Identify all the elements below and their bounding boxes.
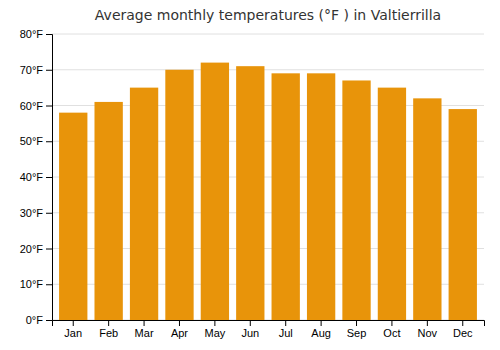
grid [52, 34, 484, 320]
y-tick-mark [46, 141, 52, 142]
x-tick-mark [73, 320, 74, 326]
grid-line [52, 69, 484, 70]
x-tick: Dec [453, 320, 473, 339]
y-tick-label: 10°F [20, 278, 44, 290]
x-tick: Apr [171, 320, 188, 339]
y-tick-mark [46, 34, 52, 35]
x-tick-label: May [204, 327, 225, 339]
bar [272, 73, 300, 320]
x-tick: Mar [135, 320, 154, 339]
bar [449, 109, 477, 320]
x-tick: Oct [383, 320, 400, 339]
y-tick-label: 30°F [20, 207, 44, 219]
x-tick: Nov [418, 320, 438, 339]
y-tick-mark [46, 106, 52, 107]
x-tick: Jan [64, 320, 82, 339]
y-tick: 10°F [20, 278, 52, 290]
y-tick-label: 40°F [20, 171, 44, 183]
x-tick: Jun [241, 320, 259, 339]
bar [130, 88, 158, 320]
bar [342, 80, 370, 320]
x-tick-mark [179, 320, 180, 326]
y-tick-label: 50°F [20, 135, 44, 147]
y-tick-label: 60°F [20, 100, 44, 112]
x-tick-label: Apr [171, 327, 188, 339]
x-tick-mark [462, 320, 463, 326]
y-tick: 40°F [20, 171, 52, 183]
chart: Average monthly temperatures (°F ) in Va… [0, 0, 500, 350]
y-tick-label: 20°F [20, 243, 44, 255]
y-tick-mark [46, 249, 52, 250]
bar [236, 66, 264, 320]
y-axis: 0°F 10°F 20°F 30°F 40°F 50°F 60°F 70°F 80°F [20, 28, 53, 326]
x-tick-mark [285, 320, 286, 326]
y-tick-mark [46, 284, 52, 285]
bar [165, 70, 193, 320]
bar [201, 63, 229, 320]
y-tick: 60°F [20, 100, 52, 112]
y-tick: 0°F [26, 314, 52, 326]
bar [378, 88, 406, 320]
title: Average monthly temperatures (°F ) in Va… [95, 7, 441, 23]
x-tick: Sep [347, 320, 367, 339]
x-tick-label: Nov [418, 327, 438, 339]
bar [307, 73, 335, 320]
y-tick-label: 70°F [20, 64, 44, 76]
y-tick-mark [46, 320, 52, 321]
x-tick: Aug [311, 320, 331, 339]
y-tick: 20°F [20, 243, 52, 255]
y-tick-mark [46, 213, 52, 214]
x-tick-mark [214, 320, 215, 326]
x-tick-mark [356, 320, 357, 326]
x-tick: May [204, 320, 225, 339]
x-tick-label: Jan [64, 327, 82, 339]
x-tick-label: Jul [279, 327, 293, 339]
x-tick-label: Mar [135, 327, 154, 339]
x-tick-mark [144, 320, 145, 326]
grid-line [52, 34, 484, 35]
y-tick: 80°F [20, 28, 52, 40]
bar [413, 98, 441, 320]
x-tick-label: Sep [347, 327, 367, 339]
y-tick: 30°F [20, 207, 52, 219]
x-tick-mark [108, 320, 109, 326]
bar [59, 113, 87, 320]
x-tick-mark [250, 320, 251, 326]
x-tick-mark [391, 320, 392, 326]
x-tick-label: Aug [311, 327, 331, 339]
y-tick-label: 0°F [26, 314, 44, 326]
x-tick-label: Feb [99, 327, 118, 339]
axis-line [46, 35, 53, 321]
x-tick: Feb [99, 320, 118, 339]
y-tick-label: 80°F [20, 28, 44, 40]
bar [94, 102, 122, 320]
y-tick-mark [46, 177, 52, 178]
bars [59, 63, 477, 320]
plot: Jan Feb Mar Apr May Jun Jul Aug Sep Oct Nov Dec 0°F 1… [20, 28, 485, 339]
x-tick-label: Dec [453, 327, 473, 339]
x-axis: Jan Feb Mar Apr May Jun Jul Aug Sep Oct Nov Dec [53, 320, 485, 339]
y-tick-mark [46, 70, 52, 71]
x-tick-mark [427, 320, 428, 326]
y-tick: 50°F [20, 135, 52, 147]
x-tick-label: Oct [383, 327, 400, 339]
x-tick: Jul [279, 320, 293, 339]
axis-line [53, 321, 485, 327]
y-tick: 70°F [20, 64, 52, 76]
x-tick-label: Jun [241, 327, 259, 339]
x-tick-mark [321, 320, 322, 326]
